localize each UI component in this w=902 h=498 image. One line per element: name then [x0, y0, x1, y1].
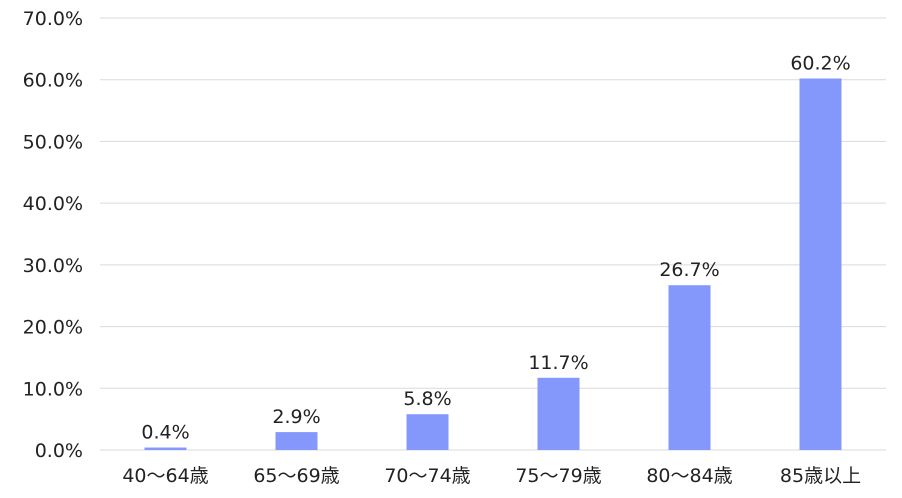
x-tick-label: 75〜79歳: [515, 465, 601, 487]
bar: [406, 414, 449, 450]
y-tick-label: 0.0%: [35, 440, 83, 462]
x-tick-label: 70〜74歳: [384, 465, 470, 487]
data-label: 2.9%: [272, 406, 320, 428]
grid-lines: [100, 17, 886, 451]
data-label: 11.7%: [528, 352, 588, 374]
x-tick-label: 65〜69歳: [253, 465, 339, 487]
y-tick-label: 60.0%: [23, 70, 83, 92]
bar: [668, 285, 711, 450]
y-tick-label: 10.0%: [23, 378, 83, 400]
y-tick-label: 30.0%: [23, 255, 83, 277]
x-tick-label: 85歳以上: [780, 465, 861, 487]
bar: [275, 432, 318, 450]
x-tick-label: 40〜64歳: [122, 465, 208, 487]
bar: [144, 447, 187, 450]
y-tick-label: 40.0%: [23, 193, 83, 215]
data-label: 5.8%: [403, 388, 451, 410]
bar: [537, 377, 580, 450]
bar: [799, 78, 842, 450]
data-labels: 0.4% 2.9% 5.8% 11.7% 26.7% 60.2%: [141, 52, 850, 443]
data-label: 60.2%: [790, 52, 850, 74]
y-tick-label: 70.0%: [23, 8, 83, 30]
bars: [144, 78, 842, 450]
data-label: 26.7%: [659, 259, 719, 281]
y-tick-label: 50.0%: [23, 131, 83, 153]
data-label: 0.4%: [141, 422, 189, 444]
y-axis: 0.0% 10.0% 20.0% 30.0% 40.0% 50.0% 60.0% 70.0%: [23, 8, 83, 462]
y-tick-label: 20.0%: [23, 317, 83, 339]
x-axis: 40〜64歳 65〜69歳 70〜74歳 75〜79歳 80〜84歳 85歳以上: [122, 465, 861, 487]
x-tick-label: 80〜84歳: [646, 465, 732, 487]
